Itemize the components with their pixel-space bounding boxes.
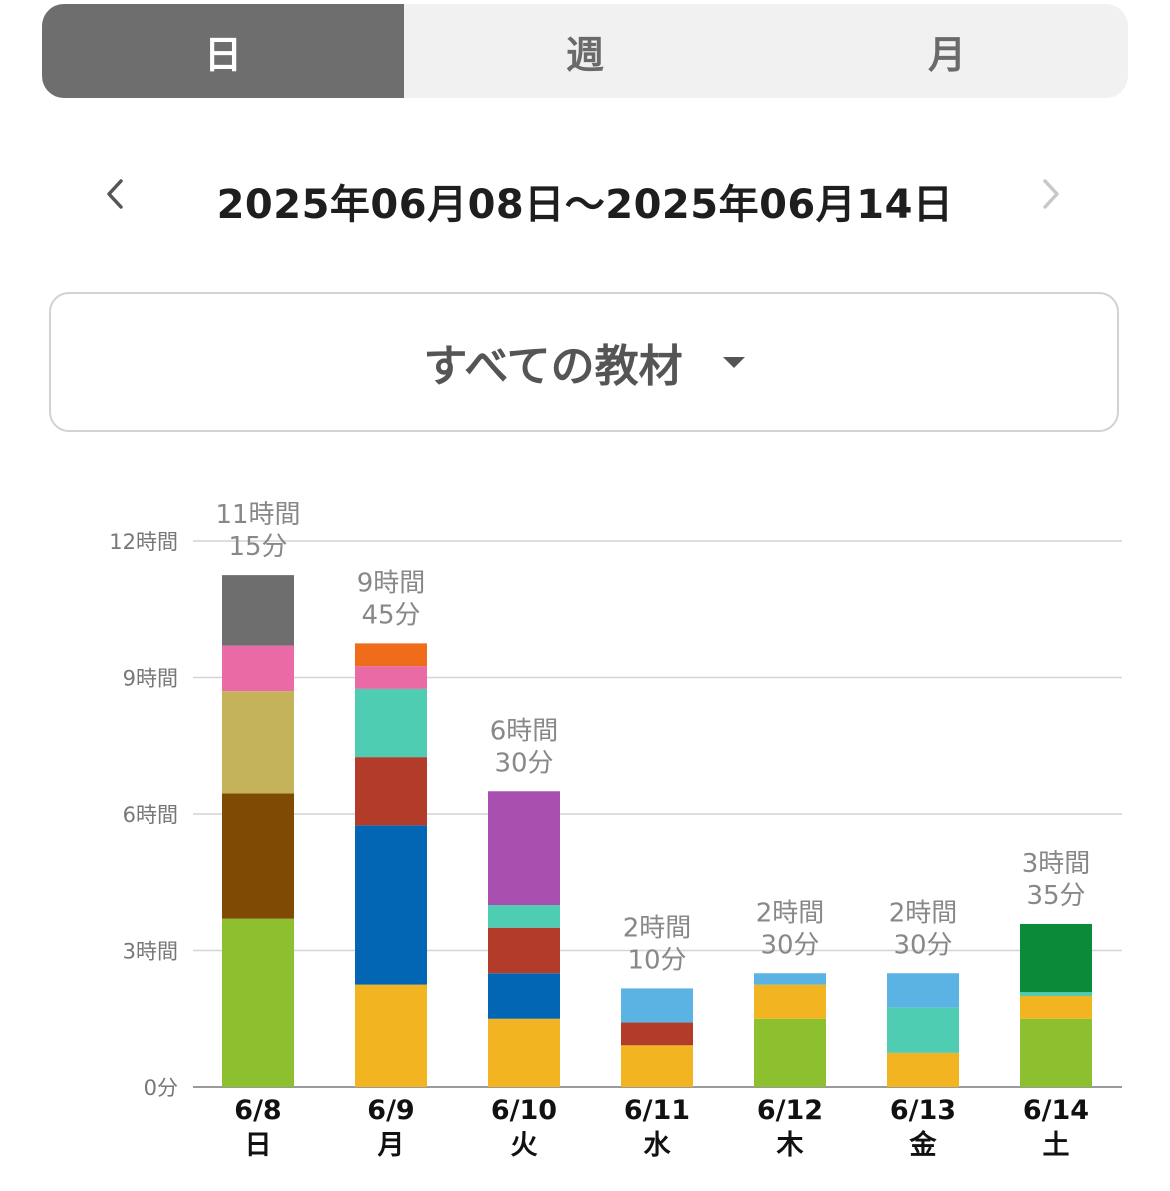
x-tick-weekday-label: 月 — [377, 1130, 405, 1161]
bar-total-minutes-label: 30分 — [494, 748, 553, 778]
bar-segment — [754, 1018, 826, 1087]
bar-total-minutes-label: 30分 — [893, 930, 952, 960]
x-tick-date-label: 6/13 — [890, 1095, 956, 1126]
date-navigation: 2025年06月08日〜2025年06月14日 — [0, 160, 1170, 240]
x-tick-weekday-label: 土 — [1043, 1130, 1070, 1161]
bar-segment — [754, 973, 826, 985]
bar-segment — [1020, 1018, 1092, 1087]
bar-segment — [222, 793, 294, 919]
bar-total-hours-label: 9時間 — [357, 568, 426, 598]
bar-segment — [1020, 992, 1092, 996]
y-tick-label: 6時間 — [123, 803, 178, 827]
next-week-button[interactable] — [1030, 174, 1070, 214]
x-tick-date-label: 6/10 — [491, 1095, 557, 1126]
x-tick-date-label: 6/9 — [367, 1095, 414, 1126]
x-tick-date-label: 6/11 — [624, 1095, 690, 1126]
x-tick-weekday-label: 水 — [644, 1130, 672, 1161]
bar-segment — [222, 645, 294, 692]
material-select[interactable]: すべての教材 — [49, 292, 1119, 432]
x-tick-date-label: 6/14 — [1023, 1095, 1089, 1126]
bar-segment — [355, 666, 427, 689]
bar-segment — [621, 1045, 693, 1087]
bar-segment — [488, 905, 560, 928]
bar-total-hours-label: 11時間 — [215, 500, 300, 530]
bar-segment — [488, 927, 560, 974]
bar-total-hours-label: 2時間 — [756, 898, 825, 928]
bar-segment — [488, 791, 560, 905]
tab-month[interactable]: 月 — [927, 32, 966, 77]
x-tick-weekday-label: 火 — [511, 1130, 538, 1161]
previous-week-button[interactable] — [96, 174, 136, 214]
x-tick-weekday-label: 金 — [909, 1129, 938, 1161]
material-select-label: すべての教材 — [423, 341, 683, 392]
bar-total-hours-label: 2時間 — [623, 913, 692, 943]
bar-segment — [355, 984, 427, 1087]
bar-total-minutes-label: 15分 — [228, 532, 287, 562]
bar-segment — [355, 757, 427, 826]
bar-total-minutes-label: 35分 — [1026, 881, 1085, 911]
x-tick-date-label: 6/8 — [234, 1095, 281, 1126]
y-tick-label: 0分 — [144, 1076, 178, 1100]
tab-day[interactable]: 日 — [42, 4, 404, 98]
bar-segment — [1020, 996, 1092, 1019]
bar-segment — [222, 691, 294, 794]
chevron-left-icon — [107, 179, 123, 209]
bar-segment — [355, 643, 427, 667]
bar-segment — [355, 688, 427, 758]
bar-segment — [222, 575, 294, 646]
bar-segment — [754, 984, 826, 1019]
bar-total-hours-label: 6時間 — [490, 716, 559, 746]
tab-week[interactable]: 週 — [565, 32, 604, 77]
period-segmented-control: 日 週 月 — [42, 4, 1128, 98]
study-time-chart: 0分 3時間 6時間 9時間 12時間 15分 11時間 6/8 日 45分 9時間 6/9 月 30分 6… — [0, 470, 1170, 1191]
bar-segment — [488, 1018, 560, 1087]
bar-segment — [887, 1052, 959, 1087]
bar-segment — [222, 918, 294, 1087]
bar-segment — [488, 973, 560, 1019]
y-tick-label: 9時間 — [123, 667, 178, 691]
bar-segment — [355, 825, 427, 985]
bar-segment — [621, 1022, 693, 1046]
x-tick-weekday-label: 木 — [776, 1130, 804, 1161]
y-tick-label: 3時間 — [123, 940, 178, 964]
bar-total-minutes-label: 30分 — [760, 930, 819, 960]
bar-segment — [1020, 923, 1092, 993]
bar-total-minutes-label: 45分 — [361, 600, 420, 630]
chevron-right-icon — [1043, 179, 1059, 209]
caret-down-icon — [722, 356, 745, 368]
bar-segment — [621, 988, 693, 1023]
x-tick-date-label: 6/12 — [757, 1095, 823, 1126]
date-range-label: 2025年06月08日〜2025年06月14日 — [216, 182, 954, 228]
bar-total-hours-label: 2時間 — [889, 898, 958, 928]
bar-total-hours-label: 3時間 — [1022, 849, 1091, 879]
x-tick-weekday-label: 日 — [245, 1130, 272, 1161]
y-tick-label: 12時間 — [109, 530, 178, 554]
bar-segment — [887, 973, 959, 1008]
bar-segment — [887, 1007, 959, 1053]
bar-total-minutes-label: 10分 — [627, 945, 686, 975]
